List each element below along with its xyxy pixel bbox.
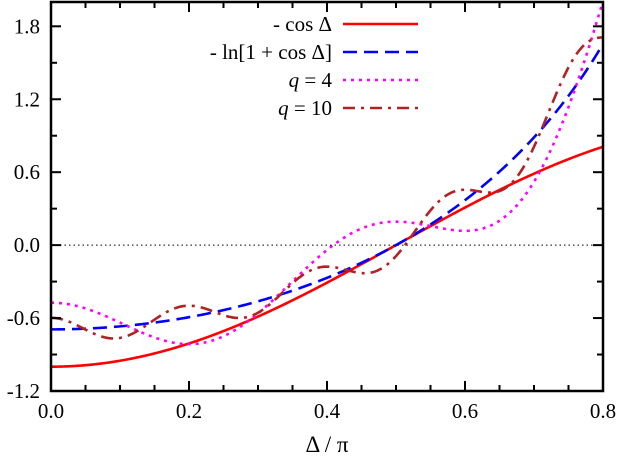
legend-label-3-val: = 10 (289, 96, 332, 120)
x-tick-label: 0.4 (314, 399, 341, 423)
legend-label-3: q = 10 (278, 96, 332, 120)
series-line-2 (51, 2, 603, 346)
legend-label-1: - ln[1 + cos Δ] (210, 40, 332, 64)
y-tick-label: 1.2 (14, 87, 40, 111)
legend-label-0: - cos Δ (273, 12, 332, 36)
series-line-1 (51, 43, 603, 331)
plot-frame (49, 0, 605, 393)
legend: - cos Δ - ln[1 + cos Δ] q = 4 q = 10 (210, 12, 418, 120)
y-tick-label: 0.0 (14, 233, 40, 257)
legend-label-2: q = 4 (289, 68, 333, 92)
legend-label-2-q: q (289, 68, 300, 92)
y-tick-label: -0.6 (7, 306, 40, 330)
x-axis-label: Δ / π (305, 432, 348, 457)
y-tick-label: 0.6 (14, 160, 40, 184)
x-tick-label: 0.2 (176, 399, 202, 423)
x-tick-label: 0.0 (38, 399, 64, 423)
series-line-3 (51, 36, 603, 340)
x-tick-label: 0.6 (452, 399, 478, 423)
legend-label-3-q: q (278, 96, 289, 120)
y-tick-label: 1.8 (14, 14, 40, 38)
series-line-0 (51, 145, 603, 368)
y-tick-label: -1.2 (7, 379, 40, 403)
x-tick-label: 0.8 (590, 399, 616, 423)
curves (51, 2, 603, 368)
legend-label-2-val: = 4 (299, 68, 332, 92)
ticks: 0.0 0.2 0.4 0.6 0.8 -1.2 -0.6 0.0 0.6 1.2 1.8 (7, 2, 616, 423)
